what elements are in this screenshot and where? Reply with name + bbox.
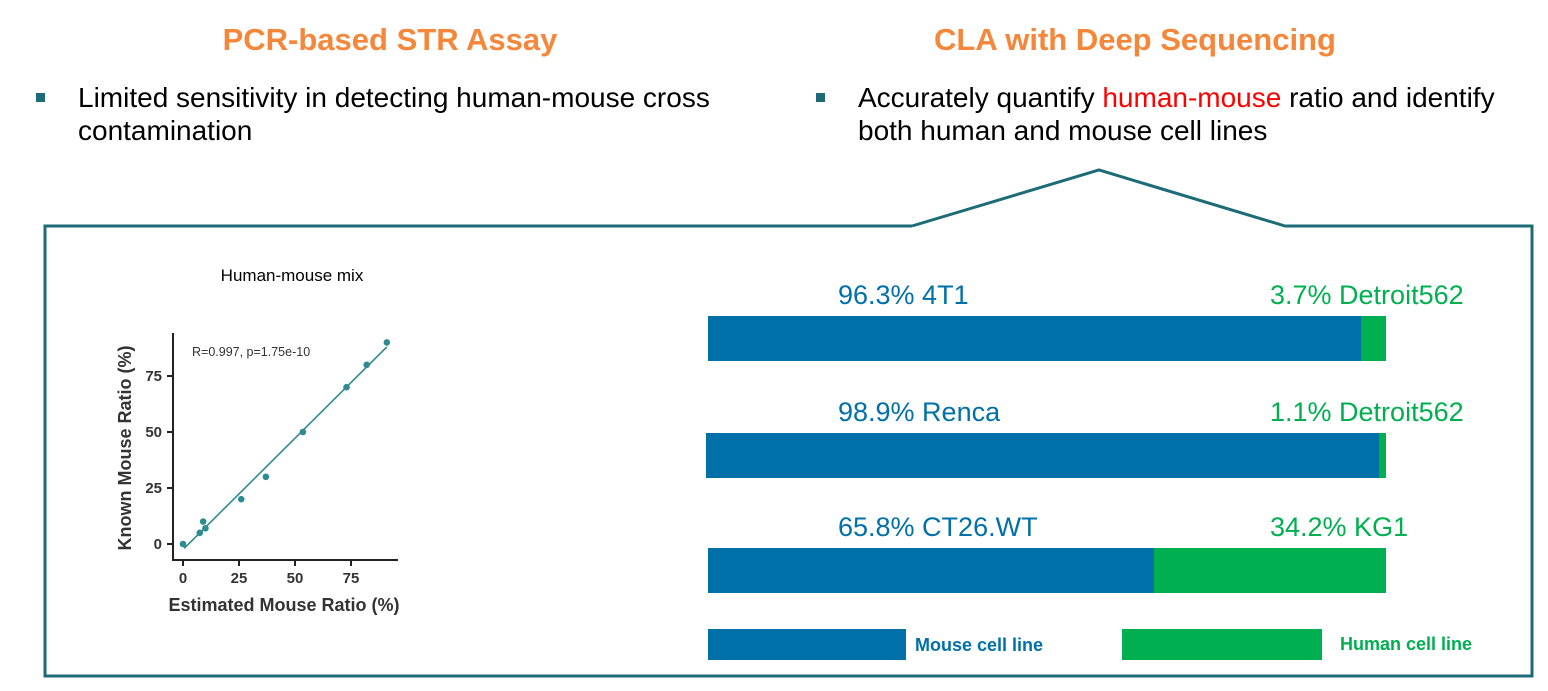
y-tick-label: 0 [154,536,162,553]
x-tick-label: 25 [231,570,248,587]
bullet-text: ratio and identify both human and mouse … [858,82,1495,146]
left-heading: PCR-based STR Assay [222,22,558,57]
data-point [262,473,270,481]
legend-swatch-human [1122,629,1322,660]
bullet-icon [36,93,45,102]
x-tick-label: 75 [343,570,360,587]
bar-mouse [706,433,1379,478]
bar-label-mouse: 98.9% Renca [838,397,1001,427]
data-point [196,529,204,537]
bar-label-human: 1.1% Detroit562 [1270,397,1464,427]
right-bullet: Accurately quantify human-mouse ratio an… [858,81,1498,147]
x-axis-label: Estimated Mouse Ratio (%) [168,595,399,615]
data-point [237,495,245,503]
data-point [199,518,207,525]
bar-label-mouse: 96.3% 4T1 [838,280,969,310]
legend-label-mouse: Mouse cell line [915,635,1044,655]
y-tick-label: 50 [145,424,162,441]
legend-label-human: Human cell line [1340,634,1473,654]
bullet-icon [816,93,825,102]
bullet-highlight: human-mouse [1102,82,1282,113]
fit-line [183,346,388,550]
bar-human [1360,316,1386,361]
bar-label-mouse: 65.8% CT26.WT [838,512,1038,542]
bar-mouse [708,548,1155,593]
bar-label-human: 34.2% KG1 [1270,512,1409,542]
bullet-text: Accurately quantify [858,82,1103,113]
data-point [179,540,187,548]
bar-mouse [708,316,1361,361]
data-point [363,361,370,369]
y-tick-label: 25 [145,480,162,497]
x-tick-label: 0 [179,570,187,587]
legend-swatch-mouse [708,629,906,660]
x-tick-label: 50 [287,570,304,587]
data-point [383,339,391,346]
chart-title: Human-mouse mix [221,266,364,285]
y-axis-label: Known Mouse Ratio (%) [115,346,135,551]
data-point [299,428,307,436]
y-tick-label: 75 [145,368,162,385]
data-point [202,525,209,532]
bar-human [1154,548,1386,593]
left-bullet: Limited sensitivity in detecting human-m… [78,82,710,146]
stats-annotation: R=0.997, p=1.75e-10 [192,345,310,359]
scatter-chart: Human-mouse mix R=0.997, p=1.75e-10 Esti… [115,266,400,615]
bar-label-human: 3.7% Detroit562 [1270,280,1464,310]
right-heading: CLA with Deep Sequencing [934,22,1336,57]
data-point [343,383,350,391]
bar-human [1378,433,1386,478]
